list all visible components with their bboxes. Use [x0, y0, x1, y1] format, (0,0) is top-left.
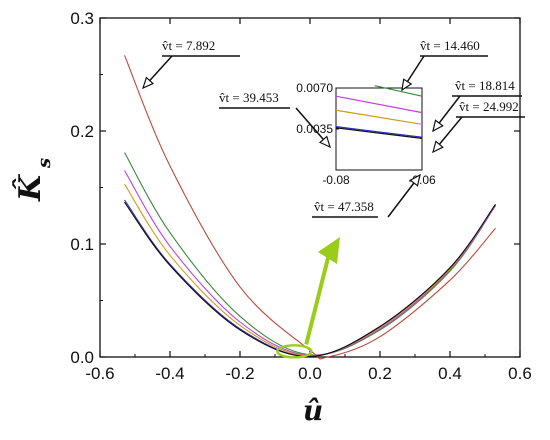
x-tick-label: 0.6 [508, 364, 532, 383]
series-line-2 [124, 152, 496, 356]
main-axes: -0.6 -0.4 -0.2 0.0 0.2 0.4 0.6 0.0 0.1 0.2 0.3 [70, 9, 531, 383]
annotation-arrowhead [142, 76, 155, 90]
series-line-6 [124, 201, 496, 358]
plot-frame [99, 17, 521, 358]
annotation-label: v̂t = 47.358 [314, 199, 374, 214]
annotation-1: v̂t = 7.892 [142, 38, 240, 90]
inset-series-line-2 [335, 95, 423, 114]
zoom-arrow-shaft [304, 253, 331, 345]
annotation-label: v̂t = 39.453 [219, 90, 279, 105]
annotation-label: v̂t = 18.814 [455, 78, 515, 93]
annotation-5: v̂t = 39.453 [219, 90, 331, 149]
main-series-group [123, 55, 496, 360]
inset-y-tick-label: 0.0070 [296, 81, 333, 95]
x-tick-label: 0.2 [368, 364, 392, 383]
inset-x-tick-label: -0.08 [322, 173, 350, 187]
y-tick-label: 0.2 [70, 122, 94, 141]
x-tick-label: -0.6 [85, 364, 114, 383]
annotation-3: v̂t = 18.814 [432, 78, 522, 133]
x-tick-label: 0.0 [298, 364, 322, 383]
y-axis-title: K̂ s [13, 158, 55, 202]
x-tick-label: -0.4 [155, 364, 184, 383]
axis-titles: û K̂ s [13, 158, 324, 427]
zoom-ellipse [276, 344, 313, 359]
y-axis-title-main: K̂ [13, 173, 48, 202]
annotation-2: v̂t = 14.460 [401, 38, 488, 92]
inset-series-line-3 [335, 109, 423, 125]
inset-series-line-4 [335, 126, 423, 138]
zoom-callout [276, 237, 340, 359]
annotation-arrowhead [432, 140, 444, 154]
x-axis-title: û [303, 394, 323, 427]
zoom-arrow-head [318, 237, 340, 264]
annotation-arrowhead [318, 135, 331, 149]
y-axis-title-subscript: s [34, 158, 55, 169]
annotation-6: v̂t = 47.358 [312, 173, 421, 218]
inset-plot: -0.08-0.060.00350.0070 [296, 81, 436, 187]
inset-series-line-5 [335, 127, 423, 139]
annotation-arrowhead [409, 173, 421, 187]
annotation-4: v̂t = 24.992 [432, 99, 525, 154]
x-tick-label: -0.2 [225, 364, 254, 383]
annotation-group: v̂t = 7.892 v̂t = 14.460 v̂t = 18.814 v̂t =… [142, 38, 525, 218]
annotation-label: v̂t = 14.460 [420, 38, 480, 53]
y-tick-label: 0.0 [70, 348, 94, 367]
y-tick-label: 0.1 [70, 235, 94, 254]
series-line-3 [124, 170, 496, 356]
series-line-1 [123, 55, 496, 360]
annotation-label: v̂t = 7.892 [162, 38, 215, 53]
annotation-label: v̂t = 24.992 [459, 99, 519, 114]
y-tick-label: 0.3 [70, 9, 94, 28]
annotation-arrowhead [401, 78, 413, 92]
x-tick-label: 0.4 [438, 364, 462, 383]
inset-series-line-1 [374, 85, 423, 97]
annotation-arrowhead [432, 119, 444, 133]
